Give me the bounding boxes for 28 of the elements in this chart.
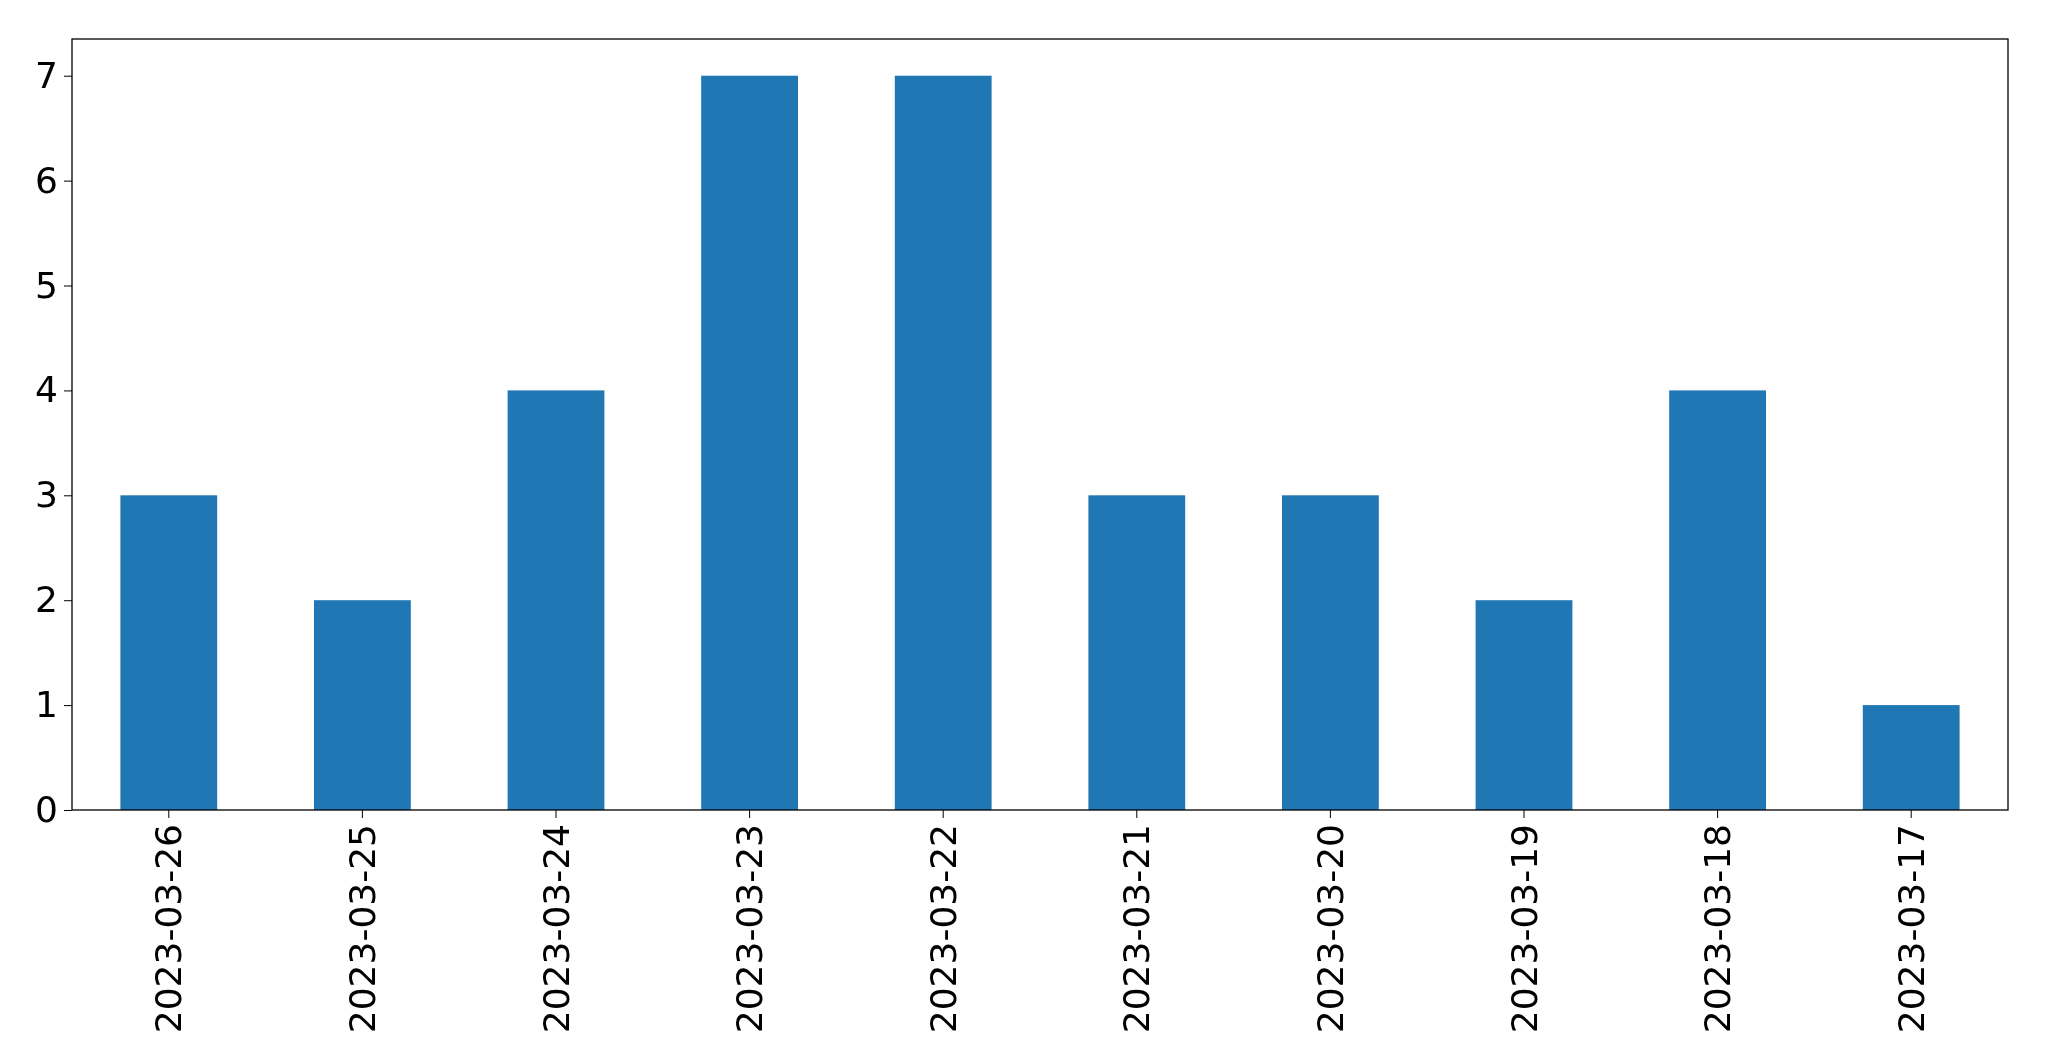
y-tick-label: 3 — [35, 474, 58, 516]
bar — [314, 600, 411, 810]
x-tick-label: 2023-03-17 — [1890, 824, 1932, 1034]
bar — [1862, 705, 1960, 810]
bar — [1475, 600, 1573, 810]
y-tick-label: 5 — [35, 264, 58, 306]
bar — [701, 75, 798, 810]
x-tick-label: 2023-03-23 — [729, 824, 771, 1034]
bar — [1088, 495, 1186, 810]
bar — [1282, 495, 1379, 810]
x-tick-label: 2023-03-20 — [1310, 824, 1351, 1034]
y-tick-label: 0 — [35, 789, 58, 831]
x-tick-label: 2023-03-26 — [148, 824, 190, 1034]
y-tick-label: 6 — [35, 159, 58, 201]
x-tick-label: 2023-03-21 — [1116, 824, 1158, 1034]
y-tick-label: 4 — [35, 369, 58, 411]
y-tick-label: 7 — [35, 54, 58, 96]
x-tick-label: 2023-03-22 — [922, 824, 964, 1034]
x-tick-label: 2023-03-19 — [1503, 824, 1545, 1034]
y-tick-label: 2 — [35, 579, 58, 621]
x-tick-label: 2023-03-18 — [1697, 824, 1739, 1034]
bar — [120, 495, 218, 810]
bar — [1669, 390, 1766, 810]
bar — [507, 390, 605, 810]
y-tick-label: 1 — [35, 684, 58, 726]
x-tick-label: 2023-03-25 — [342, 824, 383, 1034]
bar — [894, 75, 992, 810]
x-tick-label: 2023-03-24 — [535, 824, 577, 1034]
